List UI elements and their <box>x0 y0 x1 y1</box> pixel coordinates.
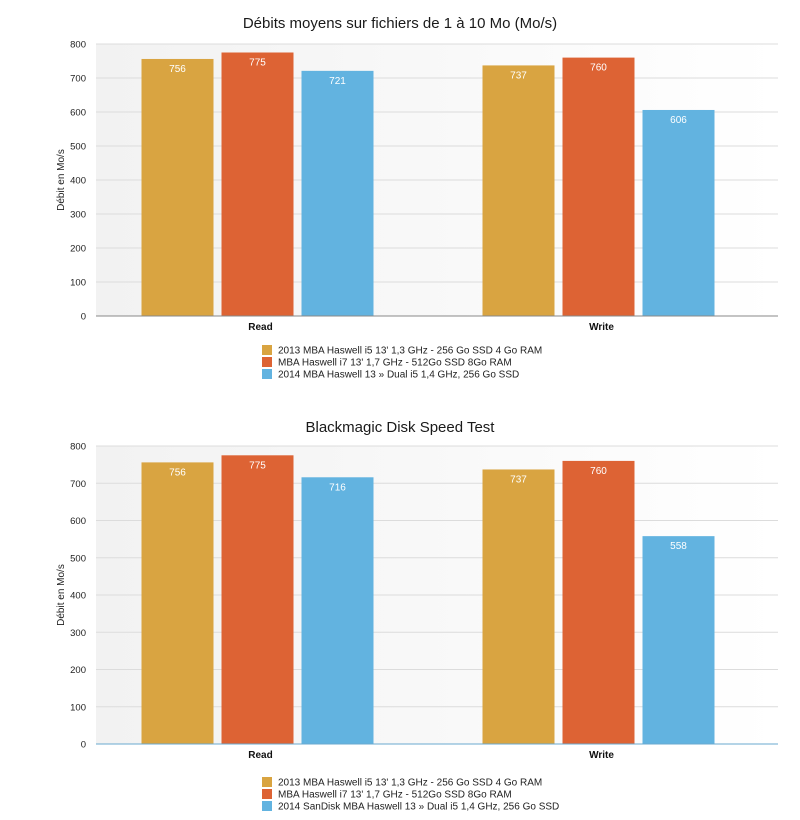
y-tick-label: 800 <box>70 442 86 453</box>
y-tick-label: 600 <box>70 108 86 119</box>
y-tick-label: 200 <box>70 665 86 676</box>
legend-swatch <box>262 369 272 379</box>
x-category-label: Read <box>248 750 272 761</box>
bar <box>562 57 635 316</box>
legend-swatch <box>262 345 272 355</box>
legend-entry: 2013 MBA Haswell i5 13' 1,3 GHz - 256 Go… <box>278 346 542 357</box>
legend-swatch <box>262 357 272 367</box>
y-tick-label: 300 <box>70 210 86 221</box>
y-tick-label: 0 <box>81 740 86 751</box>
bar <box>221 455 294 744</box>
data-label: 716 <box>329 482 346 493</box>
data-label: 737 <box>510 474 527 485</box>
legend-entry: MBA Haswell i7 13' 1,7 GHz - 512Go SSD 8… <box>278 358 512 369</box>
bar <box>642 109 715 317</box>
legend-entry: 2014 SanDisk MBA Haswell 13 » Dual i5 1,… <box>278 802 559 813</box>
data-label: 760 <box>590 63 607 74</box>
y-tick-label: 300 <box>70 628 86 639</box>
y-axis-label: Débit en Mo/s <box>56 564 67 626</box>
data-label: 721 <box>329 76 346 87</box>
bar <box>141 462 214 744</box>
data-label: 756 <box>169 467 186 478</box>
data-label: 775 <box>249 460 266 471</box>
bar <box>301 70 374 316</box>
chart-title: Blackmagic Disk Speed Test <box>306 419 496 436</box>
y-tick-label: 700 <box>70 479 86 490</box>
y-tick-label: 100 <box>70 278 86 289</box>
y-tick-label: 800 <box>70 40 86 51</box>
x-category-label: Read <box>248 322 272 333</box>
chart-1: Débits moyens sur fichiers de 1 à 10 Mo … <box>56 15 778 381</box>
y-tick-label: 200 <box>70 244 86 255</box>
data-label: 775 <box>249 58 266 69</box>
data-label: 760 <box>590 466 607 477</box>
legend-entry: 2014 MBA Haswell 13 » Dual i5 1,4 GHz, 2… <box>278 370 519 381</box>
y-tick-label: 0 <box>81 312 86 323</box>
legend-entry: 2013 MBA Haswell i5 13' 1,3 GHz - 256 Go… <box>278 778 542 789</box>
y-tick-label: 700 <box>70 74 86 85</box>
y-tick-label: 500 <box>70 142 86 153</box>
bar <box>562 460 635 744</box>
chart-title: Débits moyens sur fichiers de 1 à 10 Mo … <box>243 15 557 32</box>
bar <box>482 469 555 744</box>
bar <box>141 58 214 317</box>
y-tick-label: 100 <box>70 702 86 713</box>
x-category-label: Write <box>589 750 614 761</box>
chart-2: Blackmagic Disk Speed Test 0 100 200 300 400 5… <box>56 419 778 813</box>
legend-swatch <box>262 777 272 787</box>
bar <box>301 477 374 744</box>
legend-entry: MBA Haswell i7 13' 1,7 GHz - 512Go SSD 8… <box>278 790 512 801</box>
y-tick-label: 400 <box>70 591 86 602</box>
data-label: 737 <box>510 70 527 81</box>
x-category-label: Write <box>589 322 614 333</box>
bar <box>482 65 555 316</box>
bar <box>642 536 715 744</box>
y-axis-label: Débit en Mo/s <box>56 149 67 211</box>
y-tick-label: 400 <box>70 176 86 187</box>
legend-swatch <box>262 801 272 811</box>
data-label: 606 <box>670 115 687 126</box>
data-label: 756 <box>169 64 186 75</box>
y-tick-label: 500 <box>70 553 86 564</box>
bar <box>221 52 294 316</box>
legend-swatch <box>262 789 272 799</box>
data-label: 558 <box>670 541 687 552</box>
y-tick-label: 600 <box>70 516 86 527</box>
